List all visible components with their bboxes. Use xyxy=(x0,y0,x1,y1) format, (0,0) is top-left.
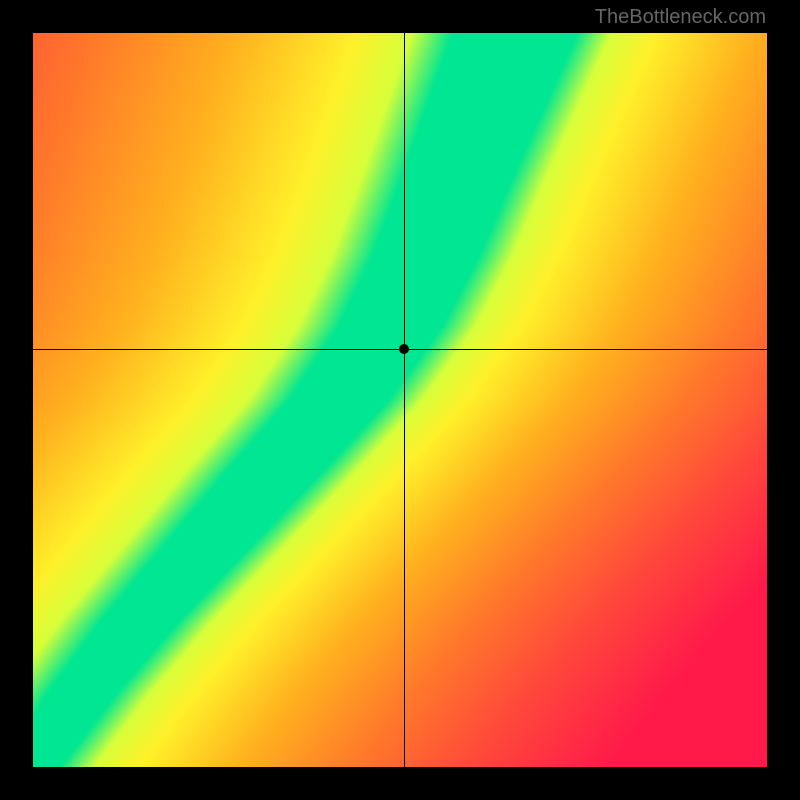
watermark-text: TheBottleneck.com xyxy=(595,6,766,29)
crosshair-vertical xyxy=(404,33,405,767)
crosshair-marker xyxy=(399,344,409,354)
bottleneck-heatmap xyxy=(33,33,767,767)
